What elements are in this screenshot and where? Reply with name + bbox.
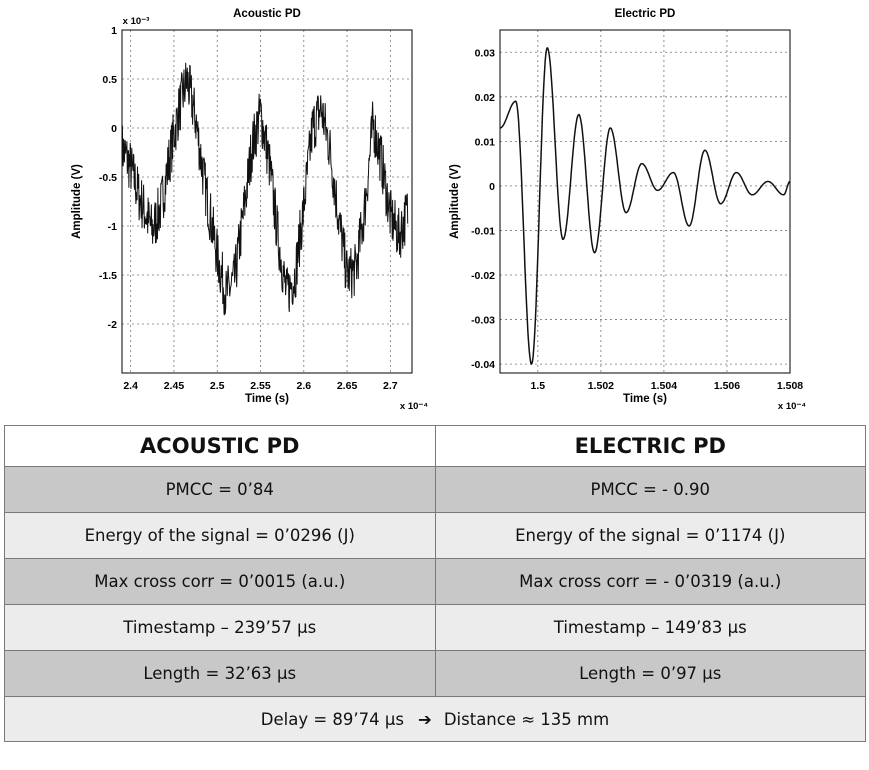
table-row: Length = 32’63 µs Length = 0’97 µs bbox=[4, 650, 866, 697]
y-tick-label: -0.02 bbox=[471, 270, 495, 282]
table-row: PMCC = 0’84 PMCC = - 0.90 bbox=[4, 466, 866, 513]
x-multiplier-label: x 10⁻⁴ bbox=[778, 401, 807, 412]
y-tick-label: 0 bbox=[489, 181, 495, 193]
acoustic-signal-line bbox=[121, 62, 409, 316]
distance-text: Distance ≈ 135 mm bbox=[443, 709, 610, 729]
plot-frame bbox=[499, 29, 791, 374]
cell-acoustic-crosscorr: Max cross corr = 0’0015 (a.u.) bbox=[4, 558, 436, 605]
y-multiplier-label: x 10⁻³ bbox=[123, 16, 150, 27]
chart-title: Acoustic PD bbox=[233, 8, 301, 20]
x-tick-label: 2.65 bbox=[337, 380, 358, 392]
cell-acoustic-pmcc: PMCC = 0’84 bbox=[4, 466, 436, 513]
x-tick-label: 1.5 bbox=[531, 380, 546, 392]
delay-distance-cell: Delay = 89’74 µs ➔ Distance ≈ 135 mm bbox=[4, 696, 866, 742]
x-tick-label: 1.502 bbox=[588, 380, 614, 392]
y-tick-label: 0.01 bbox=[475, 136, 496, 148]
y-tick-label: -1 bbox=[108, 221, 117, 233]
cell-electric-energy: Energy of the signal = 0’1174 (J) bbox=[434, 512, 866, 559]
cell-acoustic-timestamp: Timestamp – 239’57 µs bbox=[4, 604, 436, 651]
delay-text: Delay = 89’74 µs bbox=[260, 709, 405, 729]
y-tick-label: 1 bbox=[111, 25, 117, 37]
x-tick-label: 2.6 bbox=[296, 380, 311, 392]
x-tick-label: 2.55 bbox=[250, 380, 271, 392]
cell-electric-timestamp: Timestamp – 149’83 µs bbox=[434, 604, 866, 651]
table-row: Energy of the signal = 0’0296 (J) Energy… bbox=[4, 512, 866, 559]
y-tick-label: 0.02 bbox=[475, 92, 496, 104]
y-tick-label: -0.01 bbox=[471, 225, 495, 237]
y-tick-label: 0 bbox=[111, 123, 117, 135]
header-acoustic: ACOUSTIC PD bbox=[4, 425, 436, 467]
cell-electric-crosscorr: Max cross corr = - 0’0319 (a.u.) bbox=[434, 558, 866, 605]
y-tick-label: -0.5 bbox=[99, 172, 117, 184]
y-axis-label: Amplitude (V) bbox=[449, 164, 461, 239]
y-tick-label: -2 bbox=[108, 319, 117, 331]
cell-acoustic-length: Length = 32’63 µs bbox=[4, 650, 436, 697]
cell-electric-pmcc: PMCC = - 0.90 bbox=[434, 466, 866, 513]
x-tick-label: 2.4 bbox=[123, 380, 138, 392]
x-axis-label: Time (s) bbox=[245, 393, 289, 405]
table-footer-row: Delay = 89’74 µs ➔ Distance ≈ 135 mm bbox=[4, 696, 866, 742]
chart-title: Electric PD bbox=[615, 8, 676, 20]
y-tick-label: 0.03 bbox=[475, 47, 496, 59]
results-table: ACOUSTIC PD ELECTRIC PD PMCC = 0’84 PMCC… bbox=[4, 425, 866, 742]
cell-acoustic-energy: Energy of the signal = 0’0296 (J) bbox=[4, 512, 436, 559]
x-axis-label: Time (s) bbox=[623, 393, 667, 405]
plot-frame bbox=[121, 29, 413, 374]
charts-area: 2.4 2.45 2.5 2.55 2.6 2.65 2.7 1 0.5 0 -0.5 -1 -1.5 -… bbox=[71, 8, 807, 412]
x-tick-label: 1.508 bbox=[777, 380, 803, 392]
x-tick-label: 1.504 bbox=[651, 380, 677, 392]
x-tick-label: 2.45 bbox=[164, 380, 185, 392]
x-tick-label: 2.5 bbox=[210, 380, 225, 392]
x-multiplier-label: x 10⁻⁴ bbox=[400, 401, 429, 412]
table-row: Timestamp – 239’57 µs Timestamp – 149’83… bbox=[4, 604, 866, 651]
cell-electric-length: Length = 0’97 µs bbox=[434, 650, 866, 697]
table-row: Max cross corr = 0’0015 (a.u.) Max cross… bbox=[4, 558, 866, 605]
y-tick-label: 0.5 bbox=[102, 74, 117, 86]
y-tick-label: -0.03 bbox=[471, 315, 495, 327]
electric-signal-line bbox=[499, 47, 791, 366]
y-tick-label: -0.04 bbox=[471, 359, 495, 371]
table-header-row: ACOUSTIC PD ELECTRIC PD bbox=[4, 425, 866, 467]
y-tick-label: -1.5 bbox=[99, 270, 117, 282]
x-tick-label: 1.506 bbox=[714, 380, 740, 392]
y-axis-label: Amplitude (V) bbox=[71, 164, 83, 239]
x-tick-label: 2.7 bbox=[383, 380, 398, 392]
arrow-right-icon: ➔ bbox=[418, 709, 432, 729]
header-electric: ELECTRIC PD bbox=[434, 425, 866, 467]
